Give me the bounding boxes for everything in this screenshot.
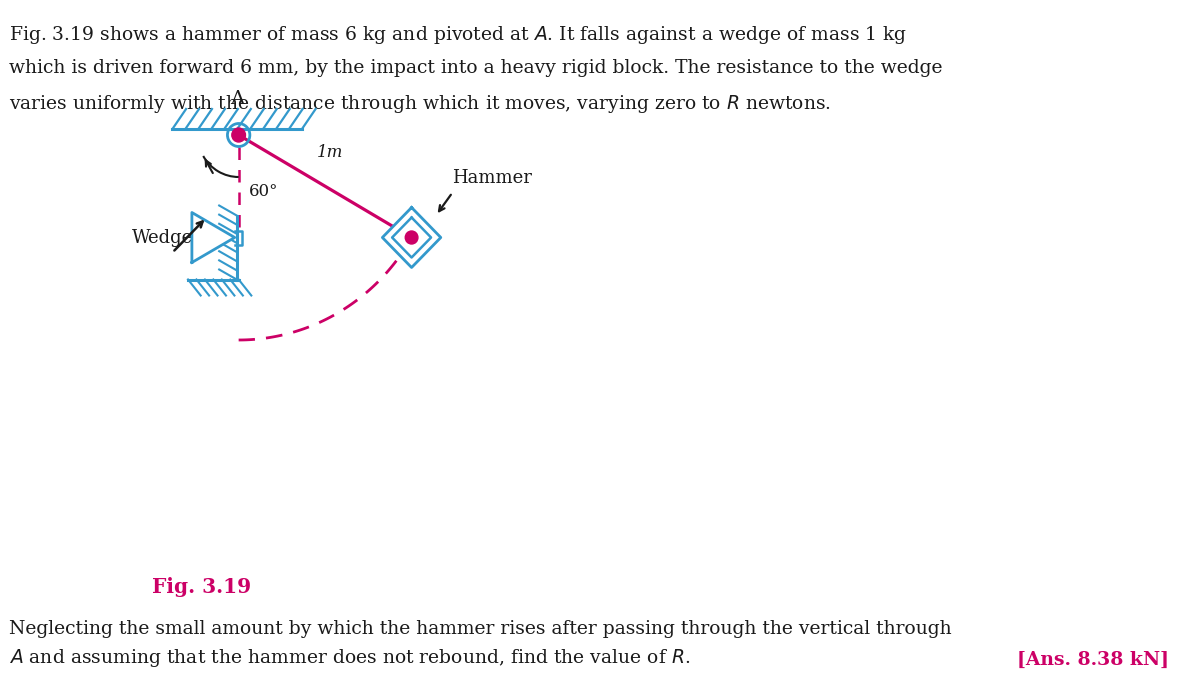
Text: Fig. 3.19: Fig. 3.19 [152, 577, 251, 597]
Text: Fig. 3.19 shows a hammer of mass 6 kg and pivoted at $A$. It falls against a wed: Fig. 3.19 shows a hammer of mass 6 kg an… [10, 24, 907, 46]
Circle shape [406, 231, 418, 244]
Text: Neglecting the small amount by which the hammer rises after passing through the : Neglecting the small amount by which the… [10, 620, 952, 638]
Text: A: A [229, 90, 244, 108]
Text: $A$ and assuming that the hammer does not rebound, find the value of $R$.: $A$ and assuming that the hammer does no… [10, 647, 690, 669]
Polygon shape [383, 208, 440, 268]
Polygon shape [192, 213, 235, 262]
Text: which is driven forward 6 mm, by the impact into a heavy rigid block. The resist: which is driven forward 6 mm, by the imp… [10, 59, 943, 77]
Text: 1m: 1m [317, 144, 343, 161]
Text: 60°: 60° [248, 183, 278, 200]
Text: Hammer: Hammer [452, 168, 533, 186]
Circle shape [232, 128, 246, 142]
Text: varies uniformly with the distance through which it moves, varying zero to $R$ n: varies uniformly with the distance throu… [10, 93, 832, 115]
Text: [Ans. 8.38 kN]: [Ans. 8.38 kN] [1016, 651, 1169, 669]
Text: Wedge: Wedge [132, 228, 193, 246]
